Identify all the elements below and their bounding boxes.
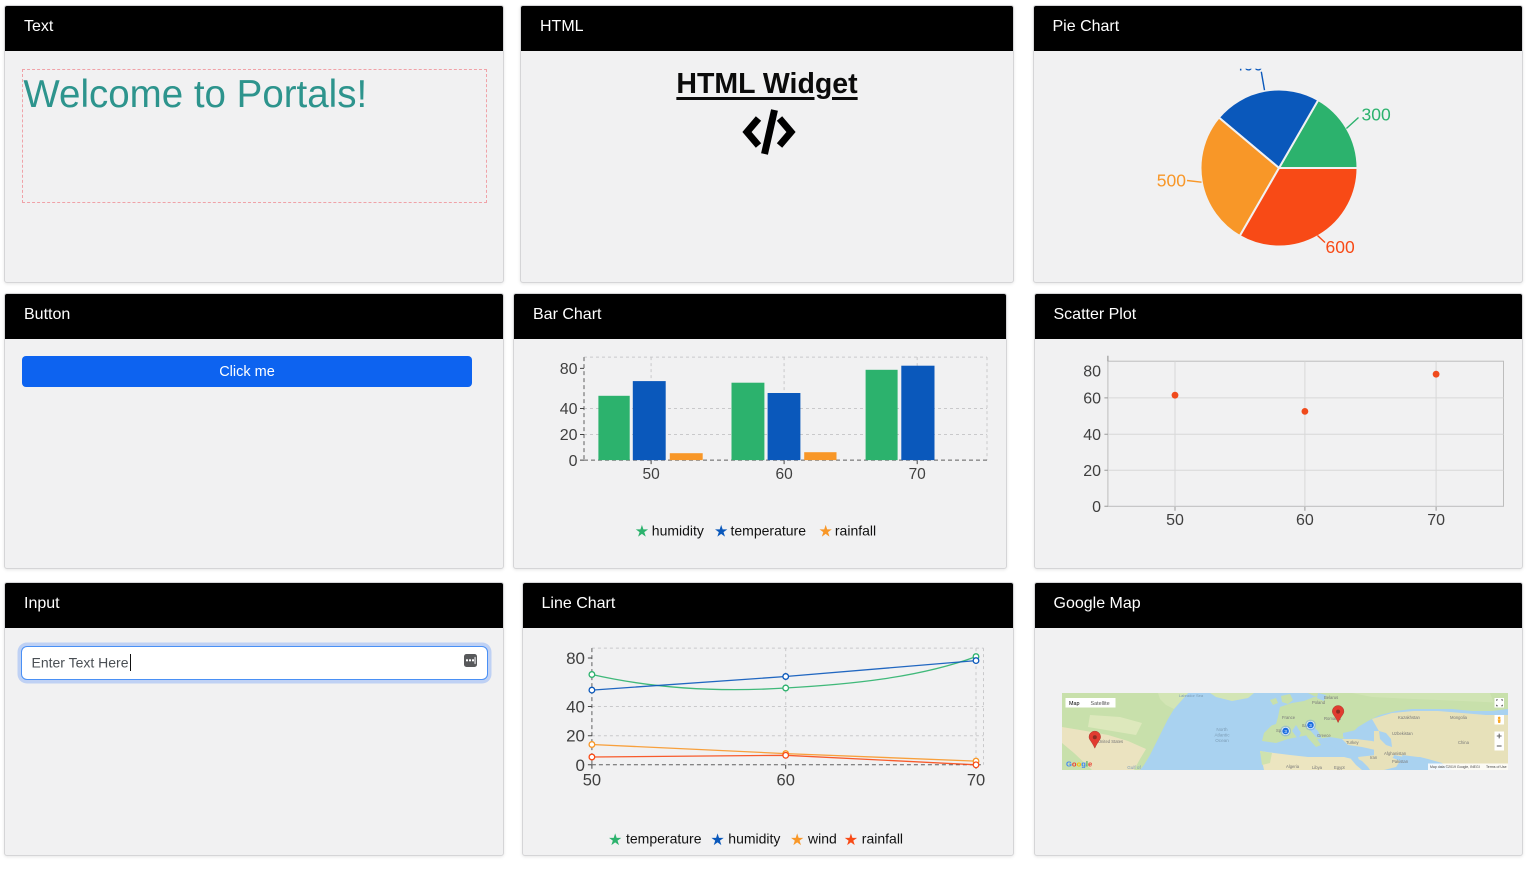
svg-text:50: 50 [1166, 512, 1184, 529]
svg-text:60: 60 [775, 466, 793, 483]
svg-text:0: 0 [569, 453, 578, 470]
svg-text:70: 70 [966, 771, 984, 789]
svg-text:temperature: temperature [731, 522, 807, 538]
svg-text:★: ★ [710, 831, 724, 848]
svg-text:40: 40 [566, 697, 585, 716]
svg-text:France: France [1282, 715, 1296, 720]
svg-text:0: 0 [575, 755, 584, 774]
svg-text:★: ★ [608, 831, 622, 848]
svg-text:50: 50 [582, 771, 600, 789]
svg-text:temperature: temperature [626, 830, 702, 846]
svg-text:Romania: Romania [1324, 716, 1341, 721]
svg-text:wind: wind [807, 830, 837, 846]
svg-text:300: 300 [1361, 105, 1390, 125]
svg-text:500: 500 [1156, 171, 1185, 191]
svg-text:60: 60 [776, 771, 794, 789]
svg-text:Terms of Use: Terms of Use [1486, 765, 1507, 769]
svg-text:Italy: Italy [1302, 723, 1311, 728]
svg-text:Poland: Poland [1312, 700, 1326, 705]
svg-text:400: 400 [1233, 55, 1262, 75]
svg-text:50: 50 [642, 466, 660, 483]
svg-text:North: North [1217, 727, 1229, 732]
svg-text:humidity: humidity [652, 522, 704, 538]
svg-text:Turkey: Turkey [1346, 740, 1360, 745]
svg-text:★: ★ [790, 831, 804, 848]
svg-text:★: ★ [843, 831, 857, 848]
svg-text:Greece: Greece [1317, 733, 1331, 738]
svg-text:Ocean: Ocean [1215, 738, 1229, 743]
svg-text:Belarus: Belarus [1324, 695, 1338, 700]
svg-text:rainfall: rainfall [835, 522, 876, 538]
svg-text:40: 40 [1083, 427, 1101, 444]
svg-text:70: 70 [1427, 512, 1445, 529]
svg-text:★: ★ [635, 524, 649, 541]
svg-text:Mongolia: Mongolia [1450, 715, 1468, 720]
svg-text:0: 0 [1092, 499, 1101, 516]
svg-text:20: 20 [1083, 463, 1101, 480]
svg-text:★: ★ [714, 524, 728, 541]
svg-text:Google: Google [1066, 760, 1092, 769]
svg-text:40: 40 [560, 401, 578, 418]
svg-text:humidity: humidity [728, 830, 780, 846]
svg-text:China: China [1458, 740, 1470, 745]
svg-text:rainfall: rainfall [861, 830, 902, 846]
svg-text:3: 3 [1309, 723, 1312, 728]
svg-text:80: 80 [1083, 363, 1101, 380]
svg-text:United States: United States [1098, 739, 1123, 744]
svg-text:Algeria: Algeria [1286, 764, 1300, 769]
svg-text:80: 80 [566, 649, 585, 668]
svg-text:Libya: Libya [1312, 765, 1323, 770]
svg-text:Uzbekistan: Uzbekistan [1392, 731, 1413, 736]
svg-text:60: 60 [1296, 512, 1314, 529]
svg-text:70: 70 [909, 466, 927, 483]
svg-text:3: 3 [1285, 729, 1288, 734]
svg-text:Map data ©2019 Google, INEGI: Map data ©2019 Google, INEGI [1430, 765, 1480, 769]
svg-text:Map: Map [1069, 701, 1080, 707]
svg-text:80: 80 [560, 361, 578, 378]
svg-text:Gulf of: Gulf of [1127, 765, 1141, 770]
svg-text:Satellite: Satellite [1091, 701, 1110, 707]
svg-text:600: 600 [1325, 237, 1354, 257]
svg-text:Afghanistan: Afghanistan [1384, 751, 1407, 756]
svg-text:Egypt: Egypt [1334, 765, 1346, 770]
svg-text:Pakistan: Pakistan [1392, 759, 1409, 764]
svg-text:Iran: Iran [1370, 755, 1378, 760]
svg-text:Atlantic: Atlantic [1215, 733, 1231, 738]
svg-text:20: 20 [560, 427, 578, 444]
svg-text:20: 20 [566, 726, 585, 745]
svg-text:Labrador Sea: Labrador Sea [1179, 693, 1204, 698]
svg-text:Kazakhstan: Kazakhstan [1398, 715, 1421, 720]
svg-text:★: ★ [819, 524, 833, 541]
svg-text:60: 60 [1083, 391, 1101, 408]
